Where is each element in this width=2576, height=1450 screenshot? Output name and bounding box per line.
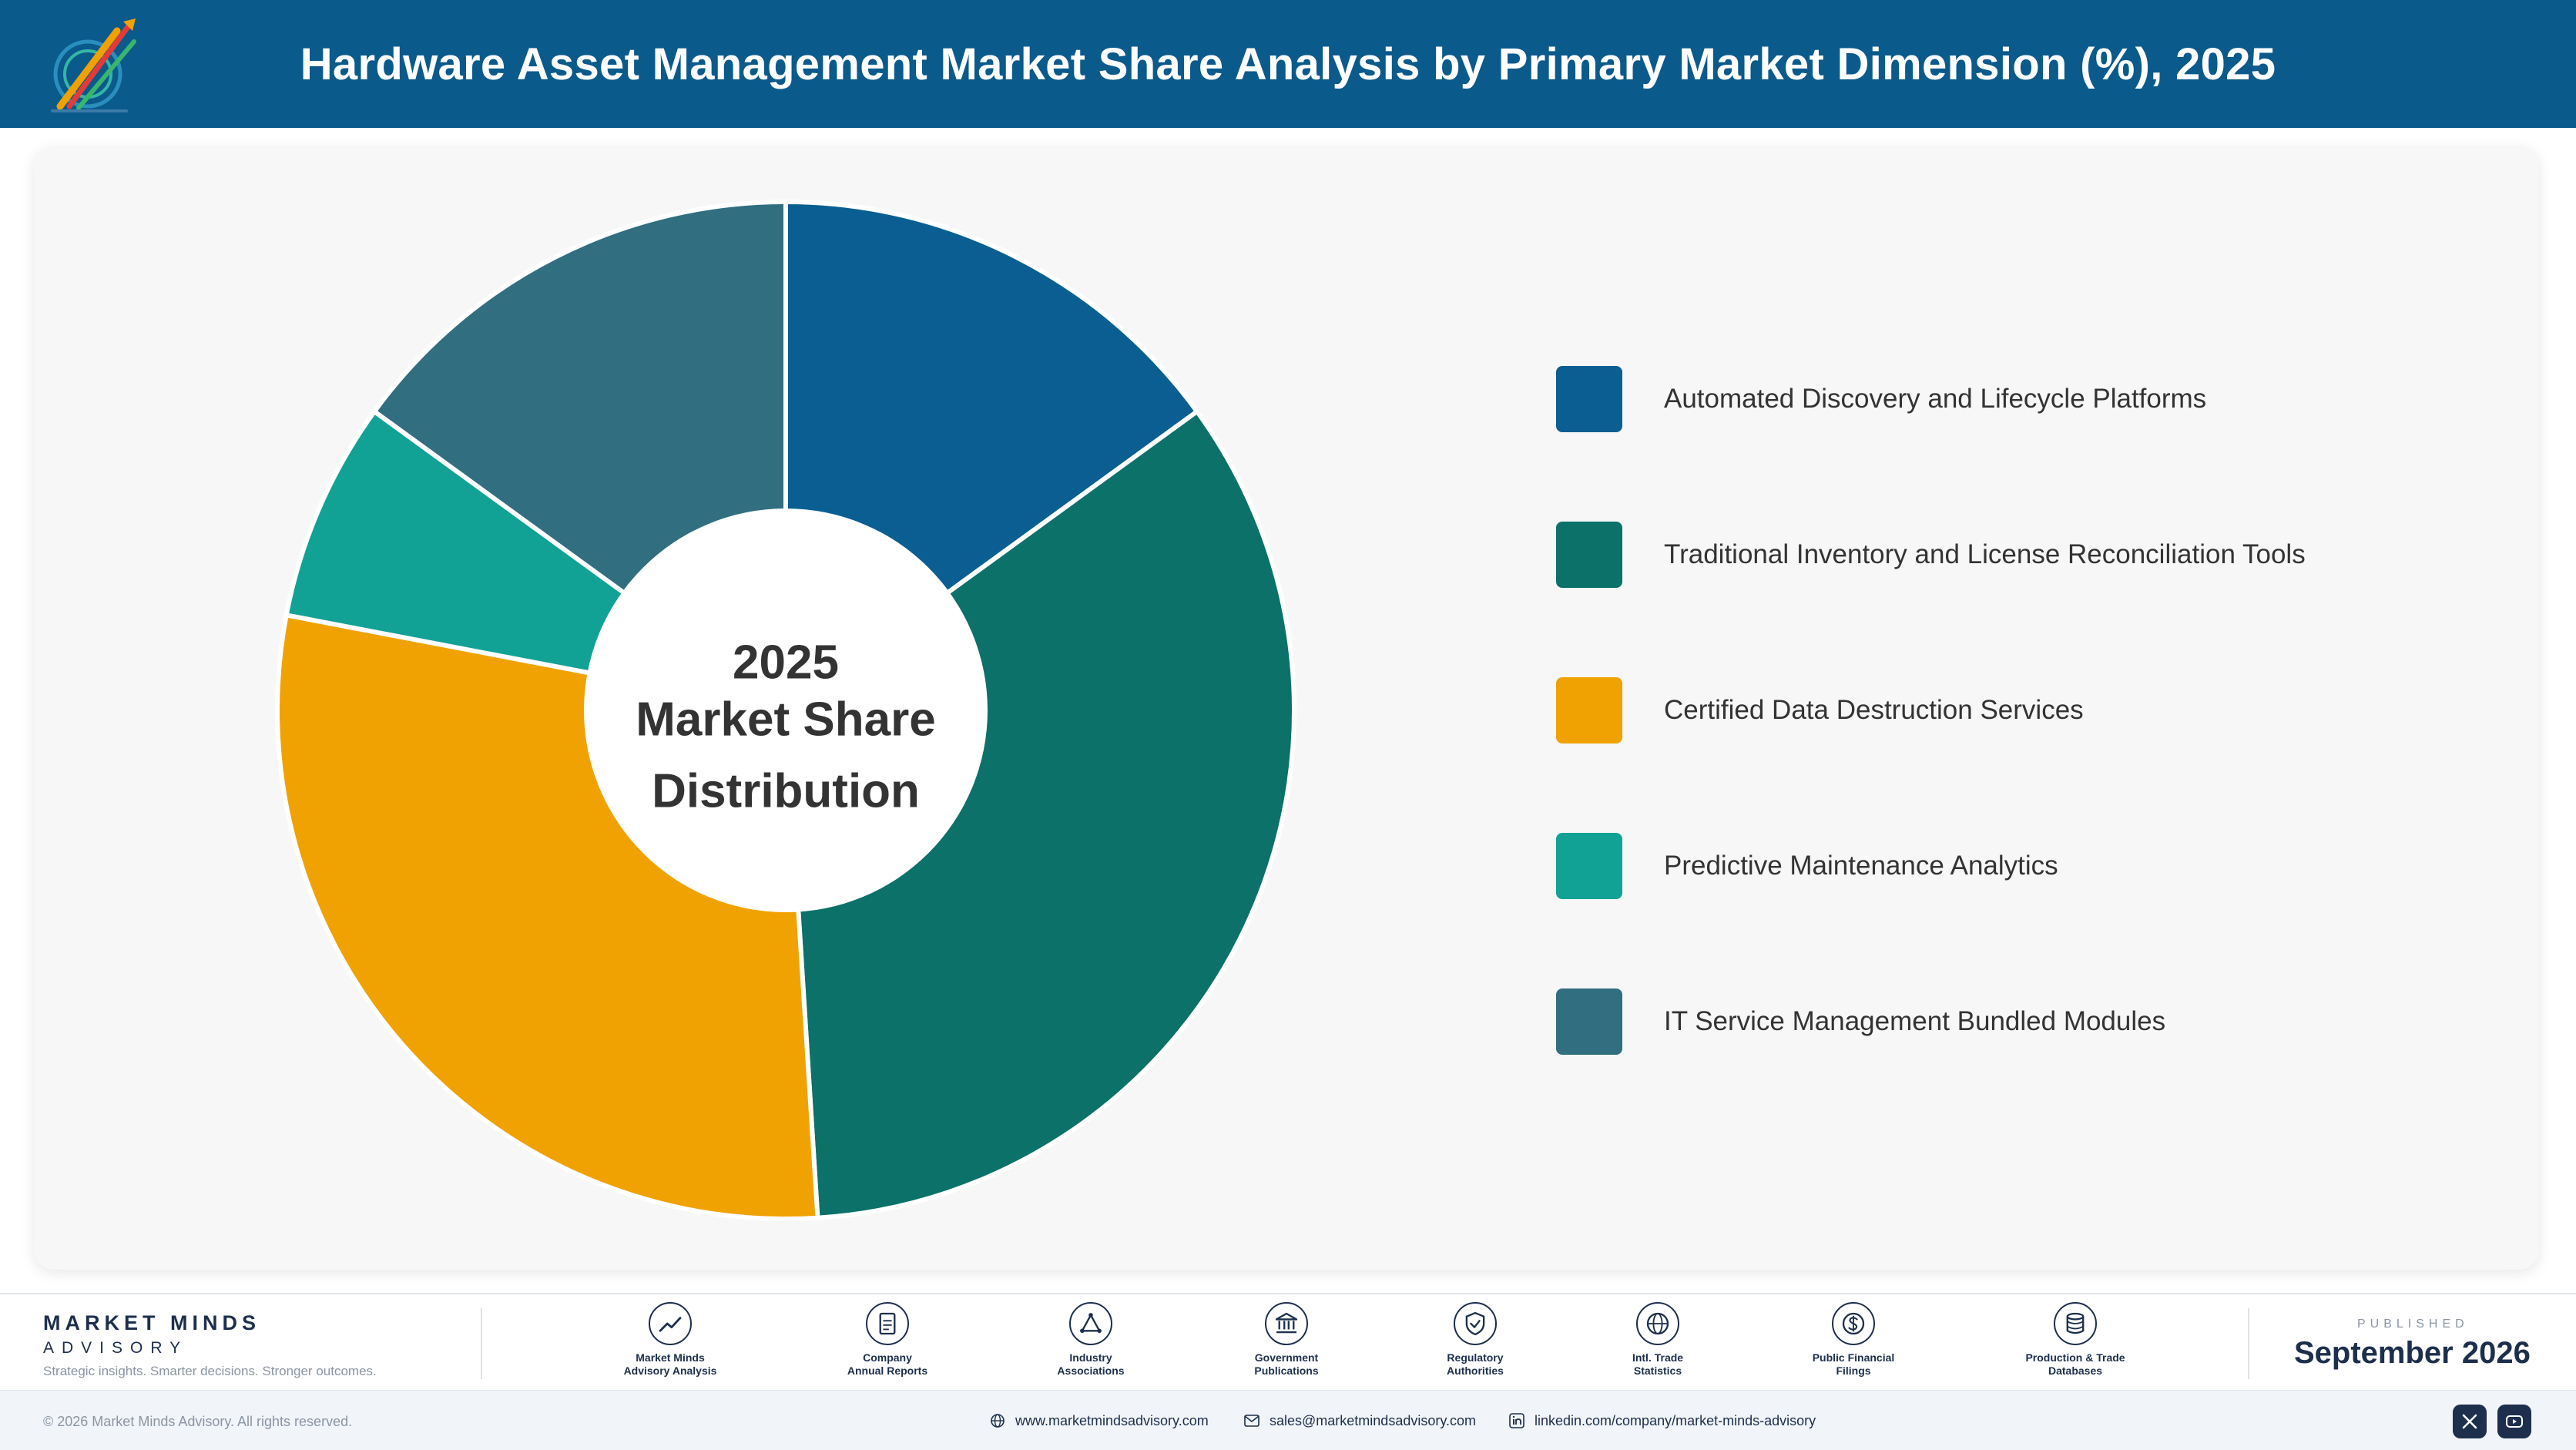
source-item: Public Financial Filings <box>1776 1302 1930 1378</box>
globe-icon <box>989 1412 1006 1429</box>
legend-item[interactable]: Automated Discovery and Lifecycle Platfo… <box>1556 365 2480 433</box>
published-date: September 2026 <box>2294 1336 2531 1370</box>
source-item: Intl. Trade Statistics <box>1581 1302 1735 1378</box>
network-icon <box>1069 1302 1112 1345</box>
source-item: Company Annual Reports <box>810 1302 964 1378</box>
x-icon <box>2462 1414 2477 1429</box>
source-item: Regulatory Authorities <box>1398 1302 1552 1378</box>
legend-item[interactable]: IT Service Management Bundled Modules <box>1556 988 2480 1056</box>
legend-item[interactable]: Predictive Maintenance Analytics <box>1556 832 2480 900</box>
globe-icon <box>1636 1302 1679 1345</box>
x-social-button[interactable] <box>2453 1405 2487 1438</box>
legend-item[interactable]: Traditional Inventory and License Reconc… <box>1556 521 2480 589</box>
shield-icon <box>1454 1302 1497 1345</box>
source-label: Regulatory Authorities <box>1447 1351 1504 1377</box>
brand-tagline: Strategic insights. Smarter decisions. S… <box>43 1364 377 1378</box>
source-label: Market Minds Advisory Analysis <box>623 1351 717 1377</box>
email-link[interactable]: sales@marketmindsadvisory.com <box>1243 1412 1476 1429</box>
trend-icon <box>649 1302 692 1345</box>
footer-divider <box>2248 1308 2249 1379</box>
source-label: Industry Associations <box>1057 1351 1125 1377</box>
source-label: Company Annual Reports <box>847 1351 928 1377</box>
center-label-line-2: Market Share <box>636 693 935 746</box>
source-item: Government Publications <box>1209 1302 1363 1378</box>
copyright-text: © 2026 Market Minds Advisory. All rights… <box>43 1414 353 1429</box>
donut-hole <box>584 509 988 912</box>
document-icon <box>866 1302 909 1345</box>
published-label: PUBLISHED <box>2357 1317 2469 1331</box>
government-icon <box>1265 1302 1308 1345</box>
brand-subtitle: ADVISORY <box>43 1339 189 1357</box>
legend-swatch <box>1556 366 1622 432</box>
company-logo-icon <box>51 18 136 112</box>
bottom-bar: © 2026 Market Minds Advisory. All rights… <box>0 1390 2576 1450</box>
legend-label: Automated Discovery and Lifecycle Platfo… <box>1664 384 2207 414</box>
legend-swatch <box>1556 833 1622 899</box>
linkedin-text: linkedin.com/company/market-minds-adviso… <box>1535 1412 1816 1428</box>
email-text: sales@marketmindsadvisory.com <box>1270 1412 1477 1428</box>
legend-label: Traditional Inventory and License Reconc… <box>1664 539 2306 569</box>
source-item: Industry Associations <box>1014 1302 1168 1378</box>
header-bar: Hardware Asset Management Market Share A… <box>0 0 2576 128</box>
donut-chart: 2025 Market Share Distribution <box>277 202 1296 1220</box>
source-label: Public Financial Filings <box>1812 1351 1895 1377</box>
source-item: Market Minds Advisory Analysis <box>593 1302 747 1378</box>
center-label-line-1: 2025 <box>733 636 839 689</box>
footer: MARKET MINDS ADVISORY Strategic insights… <box>0 1293 2576 1390</box>
youtube-social-button[interactable] <box>2497 1405 2531 1438</box>
source-label: Production & Trade Databases <box>2025 1351 2125 1377</box>
brand-name: MARKET MINDS <box>43 1311 260 1334</box>
mail-icon <box>1243 1412 1260 1429</box>
legend-swatch <box>1556 677 1622 743</box>
legend-swatch <box>1556 988 1622 1055</box>
pie-slice-2[interactable] <box>783 409 1296 1220</box>
website-text: www.marketmindsadvisory.com <box>1015 1412 1209 1428</box>
source-label: Intl. Trade Statistics <box>1632 1351 1684 1377</box>
center-label-line-3: Distribution <box>652 764 920 817</box>
page-title: Hardware Asset Management Market Share A… <box>300 39 2276 89</box>
website-link[interactable]: www.marketmindsadvisory.com <box>989 1412 1209 1429</box>
legend-label: IT Service Management Bundled Modules <box>1664 1006 2166 1036</box>
database-icon <box>2054 1302 2097 1345</box>
youtube-icon <box>2506 1415 2523 1428</box>
legend-item[interactable]: Certified Data Destruction Services <box>1556 676 2480 744</box>
legend-label: Certified Data Destruction Services <box>1664 695 2084 725</box>
linkedin-link[interactable]: linkedin.com/company/market-minds-adviso… <box>1508 1412 1816 1429</box>
legend-label: Predictive Maintenance Analytics <box>1664 851 2058 881</box>
legend-swatch <box>1556 522 1622 588</box>
source-label: Government Publications <box>1254 1351 1319 1377</box>
dollar-icon <box>1832 1302 1875 1345</box>
footer-divider <box>481 1308 482 1379</box>
linkedin-icon <box>1508 1412 1525 1429</box>
source-item: Production & Trade Databases <box>1998 1302 2152 1378</box>
